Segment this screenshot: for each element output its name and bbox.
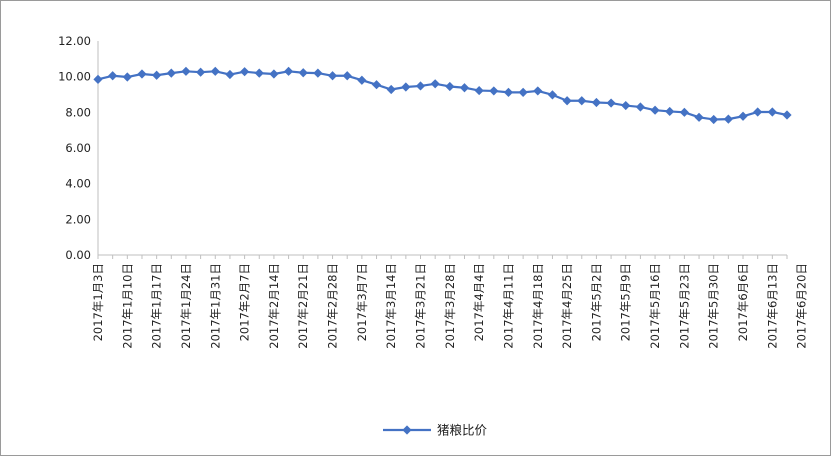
data-point-marker [650, 105, 660, 115]
x-tick-label: 2017年5月2日 [589, 263, 603, 341]
data-point-marker [327, 71, 338, 81]
data-point-marker [225, 69, 235, 80]
x-tick-label: 2017年1月10日 [120, 263, 134, 349]
data-point-marker [782, 110, 792, 120]
x-tick-label: 2017年2月7日 [238, 263, 252, 341]
x-tick-label: 2017年6月6日 [736, 263, 750, 341]
data-point-marker [181, 66, 191, 76]
data-point-marker [723, 114, 733, 124]
x-tick-label: 2017年2月21日 [296, 263, 310, 349]
data-point-marker [753, 107, 763, 117]
data-point-marker [621, 100, 631, 111]
x-tick-label: 2017年4月18日 [531, 263, 545, 349]
legend-label: 猪粮比价 [437, 423, 488, 438]
data-point-marker [210, 66, 220, 76]
data-point-marker [474, 85, 484, 96]
data-point-marker [152, 70, 162, 80]
data-point-marker [166, 68, 176, 78]
data-point-marker [239, 67, 250, 77]
series-layer [93, 66, 792, 125]
data-point-marker [665, 106, 675, 117]
x-tick-label: 2017年5月30日 [707, 263, 721, 349]
chart-axes [97, 41, 788, 259]
x-tick-label: 2017年4月11日 [501, 263, 515, 349]
data-point-marker [577, 96, 587, 106]
data-point-marker [313, 68, 323, 78]
x-tick-label: 2017年2月14日 [267, 263, 281, 349]
data-point-marker [489, 86, 499, 96]
data-point-marker [283, 66, 294, 76]
data-point-marker [415, 81, 426, 91]
data-point-marker [679, 107, 689, 117]
data-point-marker [459, 83, 470, 93]
data-point-marker [518, 87, 528, 97]
y-tick-label: 8.00 [65, 105, 91, 119]
data-point-marker [533, 86, 543, 96]
data-point-marker [694, 112, 704, 122]
data-point-marker [445, 81, 455, 92]
data-point-marker [562, 96, 572, 106]
data-point-marker [606, 98, 616, 108]
x-tick-label: 2017年1月17日 [150, 263, 164, 349]
x-tick-label: 2017年3月7日 [355, 263, 369, 341]
x-tick-label: 2017年1月3日 [91, 263, 105, 341]
data-point-marker [122, 72, 132, 82]
y-tick-label: 2.00 [65, 212, 91, 226]
data-point-marker [196, 67, 206, 77]
data-point-marker [591, 97, 602, 108]
data-point-marker [342, 71, 352, 81]
y-axis-tick-labels: 0.00 2.00 4.00 6.00 8.00 10.00 12.00 [58, 34, 91, 262]
x-tick-label: 2017年5月9日 [619, 263, 633, 341]
x-tick-label: 2017年6月20日 [795, 263, 809, 349]
data-point-marker [547, 90, 558, 100]
data-point-marker [430, 79, 440, 89]
x-tick-label: 2017年5月23日 [677, 263, 691, 349]
data-point-marker [386, 84, 396, 95]
x-tick-label: 2017年4月25日 [560, 263, 574, 349]
legend: 猪粮比价 [383, 423, 488, 438]
data-point-marker [93, 74, 103, 84]
x-tick-label: 2017年3月21日 [414, 263, 428, 349]
data-point-marker [254, 68, 264, 78]
data-point-marker [269, 69, 279, 79]
x-tick-label: 2017年2月28日 [326, 263, 340, 349]
x-tick-label: 2017年1月31日 [208, 263, 222, 349]
x-tick-label: 2017年6月13日 [765, 263, 779, 349]
x-tick-label: 2017年4月4日 [472, 263, 486, 341]
y-tick-label: 6.00 [65, 141, 91, 155]
x-tick-label: 2017年3月28日 [443, 263, 457, 349]
x-tick-label: 2017年5月16日 [648, 263, 662, 349]
data-point-marker [738, 111, 748, 121]
data-point-marker [709, 114, 719, 125]
data-point-marker [108, 71, 118, 81]
data-point-marker [137, 69, 147, 79]
data-point-marker [767, 107, 777, 117]
data-point-marker [503, 87, 514, 97]
data-point-marker [635, 102, 646, 112]
data-point-marker [357, 75, 367, 85]
x-tick-label: 2017年3月14日 [384, 263, 398, 349]
data-point-marker [401, 82, 411, 92]
y-tick-label: 12.00 [58, 34, 91, 48]
y-tick-label: 4.00 [65, 177, 91, 191]
y-tick-label: 0.00 [65, 248, 91, 262]
x-axis-tick-labels: 2017年1月3日 2017年1月10日 2017年1月17日 2017年1月24日 2… [91, 263, 809, 349]
x-tick-label: 2017年1月24日 [179, 263, 193, 349]
y-tick-label: 10.00 [58, 70, 91, 84]
data-point-marker [298, 68, 308, 78]
data-point-marker [371, 80, 382, 90]
legend-marker-swatch [402, 425, 412, 435]
